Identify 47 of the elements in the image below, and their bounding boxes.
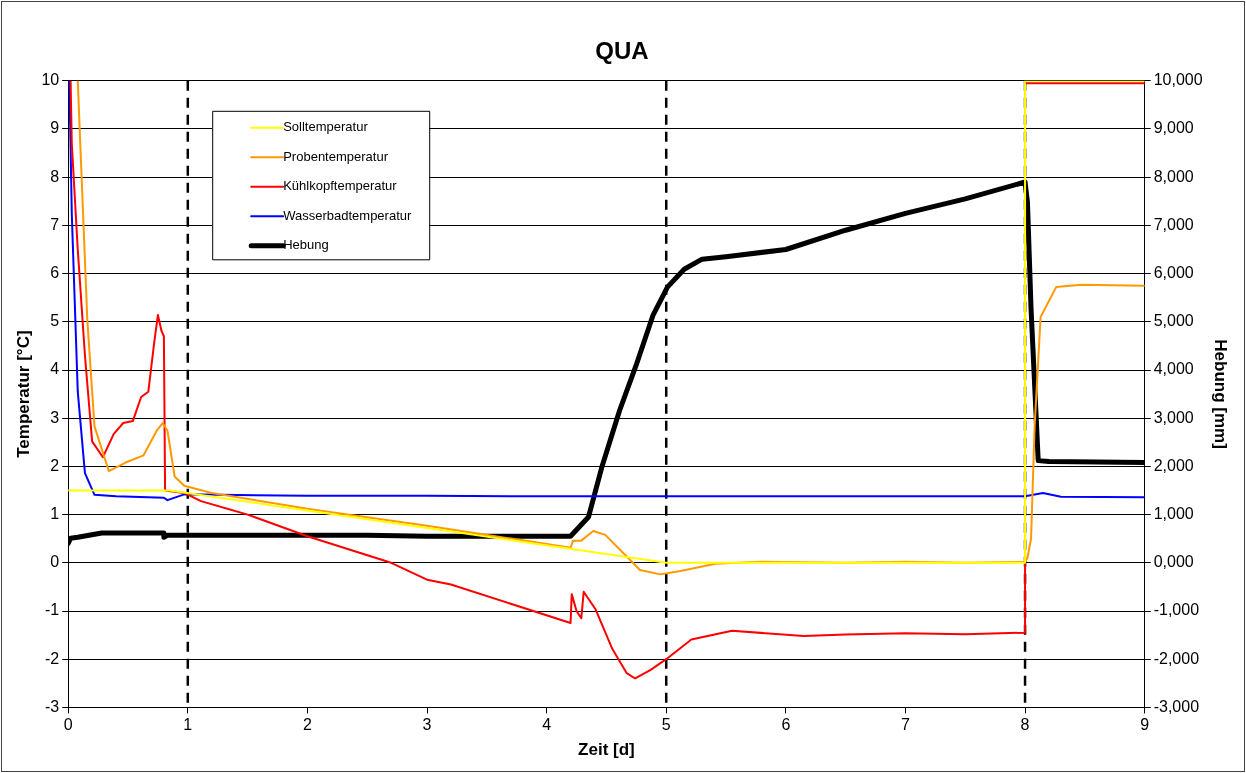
legend-label: Wasserbadtemperatur [283, 207, 412, 223]
x-tick-label: 2 [302, 716, 312, 734]
y-tick-label: -2 [44, 649, 60, 667]
y2-tick-label: 10,000 [1153, 71, 1203, 89]
y-tick-label: 0 [50, 553, 60, 571]
y-tick-label: 3 [50, 408, 60, 426]
x-tick-label: 5 [661, 716, 671, 734]
y2-tick-label: 7,000 [1153, 215, 1194, 233]
y-tick-label: -3 [44, 697, 60, 715]
y2-tick-label: 8,000 [1153, 167, 1194, 185]
y-tick-label: 6 [50, 264, 60, 282]
y-tick-label: 8 [50, 167, 60, 185]
x-tick-label: 6 [781, 716, 791, 734]
y2-tick-label: 2,000 [1153, 456, 1194, 474]
y2-tick-label: 6,000 [1153, 264, 1194, 282]
y-tick-label: -1 [44, 601, 60, 619]
y2-tick-label: 1,000 [1153, 505, 1194, 523]
x-tick-label: 8 [1020, 716, 1030, 734]
legend-label: Hebung [283, 237, 329, 253]
y-tick-label: 7 [50, 215, 60, 233]
x-tick-label: 4 [542, 716, 552, 734]
y2-tick-label: 9,000 [1153, 119, 1194, 137]
legend-label: Kühlkopftemperatur [283, 178, 398, 194]
x-axis-title: Zeit [d] [578, 740, 635, 760]
x-tick-label: 3 [422, 716, 432, 734]
x-tick-label: 9 [1140, 716, 1150, 734]
y2-tick-label: -1,000 [1153, 601, 1200, 619]
y2-tick-label: 3,000 [1153, 408, 1194, 426]
y-tick-label: 9 [50, 119, 60, 137]
x-tick-label: 7 [900, 716, 910, 734]
y-tick-label: 5 [50, 312, 60, 330]
y2-tick-label: 4,000 [1153, 360, 1194, 378]
y2-axis-title: Hebung [mm] [1211, 339, 1231, 449]
y2-tick-label: -2,000 [1153, 649, 1200, 667]
chart-title: QUA [595, 37, 649, 65]
x-tick-label: 1 [183, 716, 193, 734]
legend-label: Solltemperatur [283, 119, 369, 135]
y-axis-title: Temperatur [°C] [13, 330, 33, 458]
y-tick-label: 10 [41, 71, 60, 89]
y-tick-label: 1 [50, 505, 60, 523]
x-tick-label: 0 [63, 716, 73, 734]
y2-tick-label: 5,000 [1153, 312, 1194, 330]
y2-tick-label: 0,000 [1153, 553, 1194, 571]
y2-tick-label: -3,000 [1153, 697, 1200, 715]
legend-label: Probentemperatur [283, 148, 389, 164]
y-tick-label: 4 [50, 360, 60, 378]
y-tick-label: 2 [50, 456, 60, 474]
